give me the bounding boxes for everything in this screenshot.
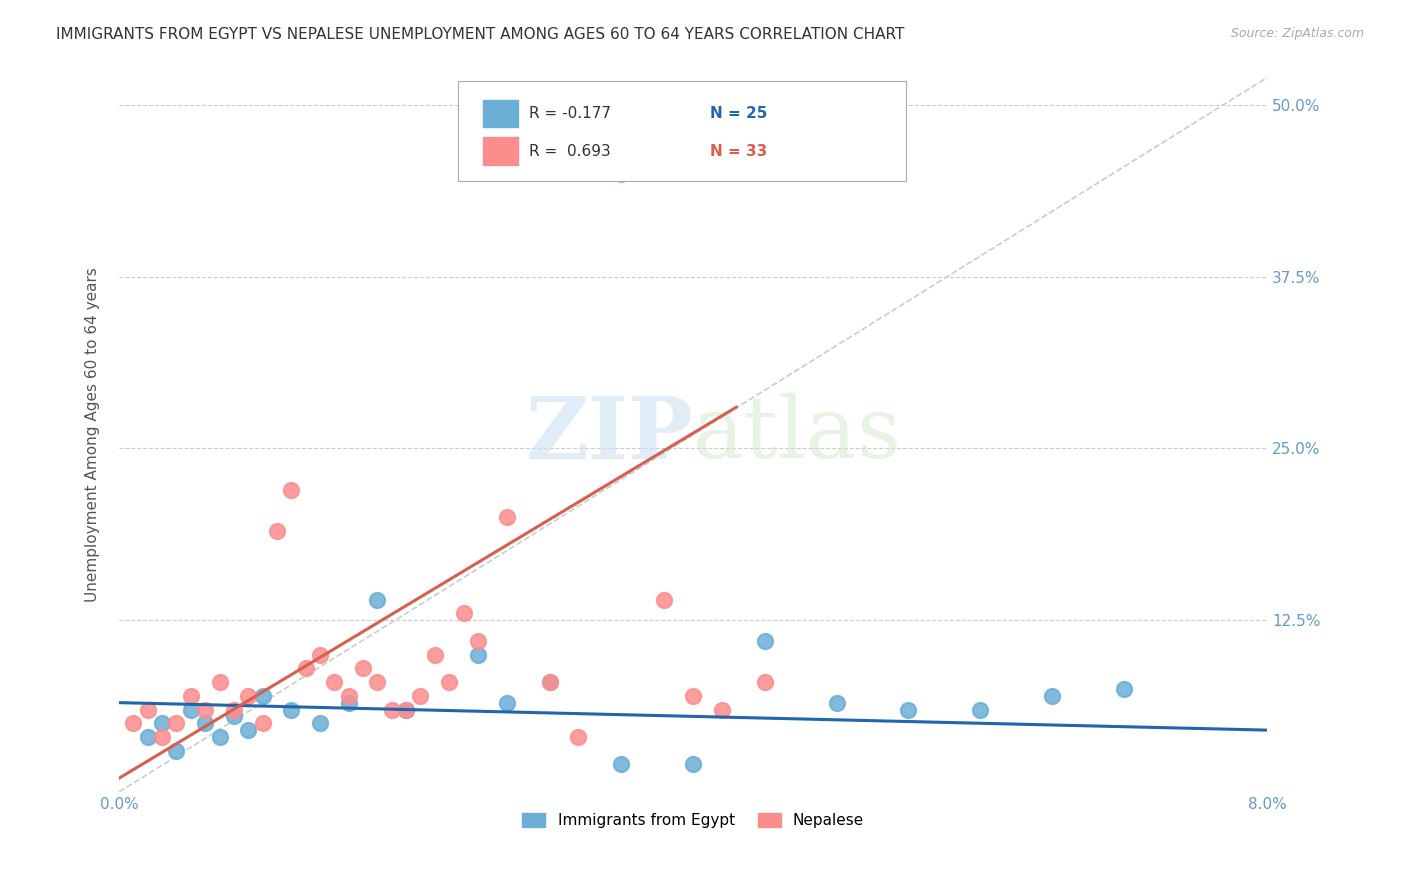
Point — [538, 675, 561, 690]
Point — [252, 689, 274, 703]
Point — [610, 757, 633, 772]
Point — [208, 675, 231, 690]
Point — [825, 696, 848, 710]
Point — [337, 689, 360, 703]
Point — [150, 730, 173, 744]
Point — [194, 702, 217, 716]
Text: IMMIGRANTS FROM EGYPT VS NEPALESE UNEMPLOYMENT AMONG AGES 60 TO 64 YEARS CORRELA: IMMIGRANTS FROM EGYPT VS NEPALESE UNEMPL… — [56, 27, 904, 42]
Point — [136, 702, 159, 716]
Point — [395, 702, 418, 716]
Text: atlas: atlas — [693, 393, 903, 476]
Point — [754, 633, 776, 648]
Point — [122, 716, 145, 731]
Point — [467, 648, 489, 662]
FancyBboxPatch shape — [484, 100, 517, 128]
Point — [682, 757, 704, 772]
Point — [208, 730, 231, 744]
Point — [437, 675, 460, 690]
Point — [423, 648, 446, 662]
Point — [337, 696, 360, 710]
Point — [710, 702, 733, 716]
FancyBboxPatch shape — [458, 81, 905, 181]
Point — [222, 702, 245, 716]
Point — [150, 716, 173, 731]
Point — [238, 689, 260, 703]
Point — [366, 675, 388, 690]
Point — [453, 607, 475, 621]
Point — [352, 661, 374, 675]
Point — [366, 592, 388, 607]
Point — [610, 167, 633, 181]
Point — [897, 702, 920, 716]
Point — [309, 716, 332, 731]
Text: Source: ZipAtlas.com: Source: ZipAtlas.com — [1230, 27, 1364, 40]
Text: R =  0.693: R = 0.693 — [529, 144, 610, 159]
Y-axis label: Unemployment Among Ages 60 to 64 years: Unemployment Among Ages 60 to 64 years — [86, 268, 100, 602]
Point — [294, 661, 316, 675]
Point — [323, 675, 346, 690]
Point — [467, 633, 489, 648]
Point — [280, 483, 302, 497]
Point — [180, 689, 202, 703]
Text: N = 33: N = 33 — [710, 144, 768, 159]
Point — [495, 696, 517, 710]
Point — [682, 689, 704, 703]
Point — [238, 723, 260, 738]
Legend: Immigrants from Egypt, Nepalese: Immigrants from Egypt, Nepalese — [516, 807, 870, 834]
Point — [381, 702, 404, 716]
Point — [654, 592, 676, 607]
Point — [166, 716, 188, 731]
Text: N = 25: N = 25 — [710, 106, 768, 121]
Text: ZIP: ZIP — [526, 392, 693, 476]
Point — [567, 730, 589, 744]
Point — [266, 524, 288, 538]
Point — [409, 689, 432, 703]
Point — [222, 709, 245, 723]
Point — [309, 648, 332, 662]
Point — [136, 730, 159, 744]
Text: R = -0.177: R = -0.177 — [529, 106, 612, 121]
Point — [180, 702, 202, 716]
Point — [252, 716, 274, 731]
Point — [495, 510, 517, 524]
Point — [194, 716, 217, 731]
Point — [280, 702, 302, 716]
Point — [538, 675, 561, 690]
Point — [1040, 689, 1063, 703]
Point — [754, 675, 776, 690]
Point — [1112, 681, 1135, 696]
Point — [969, 702, 991, 716]
FancyBboxPatch shape — [484, 137, 517, 165]
Point — [166, 744, 188, 758]
Point — [395, 702, 418, 716]
